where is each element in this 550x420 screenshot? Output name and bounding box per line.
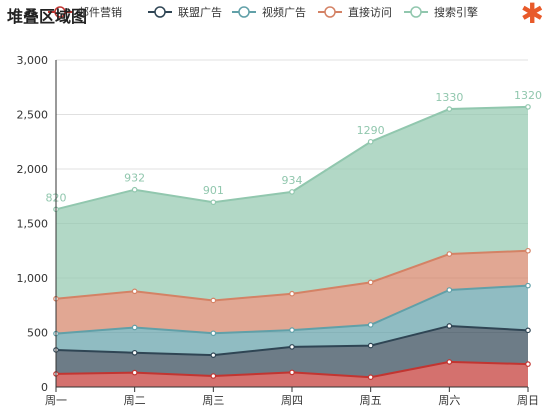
y-tick-label: 2,000 — [17, 163, 49, 176]
data-point — [367, 322, 374, 328]
data-point — [367, 279, 374, 286]
data-point — [446, 106, 453, 112]
x-tick-label: 周二 — [124, 394, 146, 407]
x-tick-label: 周六 — [438, 394, 460, 407]
data-label: 932 — [124, 172, 145, 185]
x-tick-label: 周四 — [281, 394, 303, 407]
y-tick-label: 500 — [27, 327, 48, 340]
data-point — [525, 327, 531, 334]
data-point — [446, 359, 453, 365]
data-point — [131, 349, 138, 356]
data-point — [289, 369, 295, 376]
data-label: 934 — [282, 174, 303, 187]
data-point — [131, 369, 138, 376]
data-point — [367, 374, 374, 380]
data-point — [131, 186, 138, 193]
data-point — [131, 288, 138, 295]
area-2 — [56, 325, 528, 378]
legend-swatch-marker — [238, 6, 250, 18]
data-point — [289, 344, 295, 350]
data-point — [210, 199, 217, 206]
legend-item-label: 搜索引擎 — [434, 5, 478, 19]
data-point — [367, 342, 374, 349]
y-tick-label: 2,500 — [17, 109, 49, 122]
data-point — [210, 352, 217, 358]
y-tick-label: 1,500 — [17, 218, 49, 231]
legend-item-label: 联盟广告 — [178, 6, 222, 19]
data-point — [525, 104, 531, 110]
x-tick-label: 周一 — [45, 394, 67, 407]
area-4 — [56, 250, 528, 334]
y-tick-label: 1,000 — [17, 272, 49, 285]
chart-title: 堆叠区域图 — [7, 7, 88, 26]
data-point — [446, 251, 453, 257]
legend-item-label: 直接访问 — [348, 5, 392, 19]
y-tick-label: 3,000 — [17, 54, 49, 67]
data-point — [289, 290, 295, 297]
data-point — [289, 327, 295, 333]
x-tick-label: 周五 — [360, 394, 382, 407]
data-point — [210, 330, 217, 337]
data-point — [367, 138, 374, 145]
legend-item-label: 视频广告 — [262, 5, 306, 19]
x-tick-label: 周三 — [202, 394, 224, 407]
legend-swatch-marker — [154, 6, 166, 18]
legend-swatch-marker — [54, 6, 66, 18]
data-point — [446, 287, 453, 293]
y-tick-label: 0 — [41, 381, 48, 394]
legend-swatch-marker — [410, 6, 422, 18]
data-point — [289, 189, 295, 195]
data-label: 1320 — [514, 89, 542, 102]
data-point — [131, 324, 138, 331]
data-label: 1330 — [435, 91, 463, 104]
x-tick-label: 周日 — [517, 394, 539, 407]
area-3 — [56, 285, 528, 356]
data-point — [210, 297, 217, 304]
data-point — [525, 247, 531, 254]
data-label: 1290 — [357, 124, 385, 137]
data-point — [210, 373, 217, 379]
data-point — [525, 361, 531, 367]
data-point — [446, 323, 453, 329]
data-label: 901 — [203, 184, 224, 197]
asterisk-icon[interactable]: ✱ — [520, 0, 544, 30]
legend-item-label: 邮件营销 — [78, 5, 122, 19]
area-5 — [56, 106, 528, 301]
data-point — [525, 282, 531, 289]
legend-swatch-marker — [324, 6, 336, 18]
